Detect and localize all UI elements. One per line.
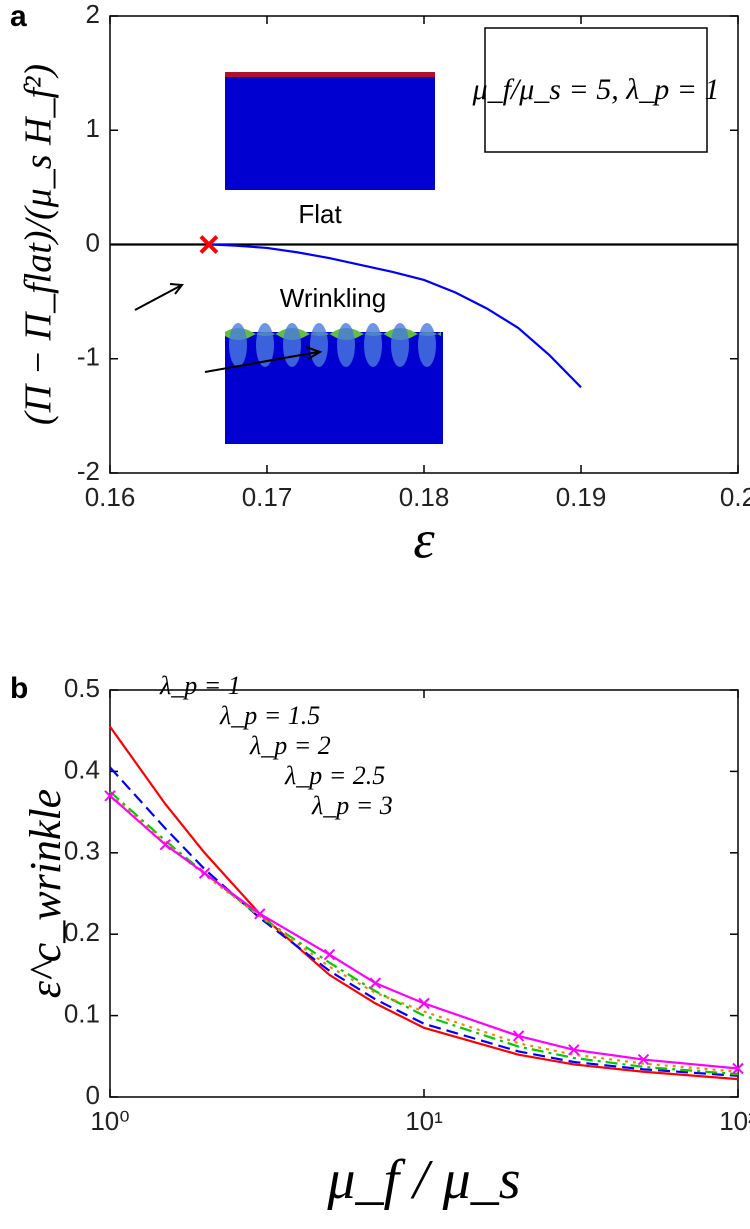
series-label: λ_p = 1 [159,671,241,700]
marker [159,838,172,851]
inset-flat-film [225,72,435,77]
y-tick-label: 0 [86,227,100,257]
x-axis-label: μ_f / μ_s [326,1149,520,1211]
x-tick-label: 0.18 [399,482,450,512]
y-axis-label: (Π − Π_flat)/(μ_s H_f²) [18,64,60,425]
marker [637,1053,650,1066]
marker [198,867,211,879]
inset-wrinkling-shading [229,323,436,367]
y-tick-label: 0 [86,1080,100,1110]
marker [254,908,266,920]
series-line [109,790,739,1076]
arrows [134,283,323,373]
y-tick-label: 0.3 [64,836,100,866]
x-tick-label: 0.19 [556,482,607,512]
series-line [109,725,739,1081]
inset-flat [225,76,435,190]
x-tick-label: 0.16 [85,482,136,512]
x-tick-label: 10⁰ [90,1106,129,1136]
y-tick-label: 0.1 [64,998,100,1028]
marker [104,790,116,802]
marker [512,1030,525,1042]
series-label: λ_p = 1.5 [219,701,320,730]
annotation: μ_f/μ_s = 5, λ_p = 1 [472,73,720,106]
x-tick-label: 10² [719,1106,750,1136]
y-tick-label: 2 [86,0,100,29]
annotation: Wrinkling [280,283,386,313]
y-tick-label: 0.5 [64,673,100,703]
marker [732,1062,744,1075]
annotation-box [484,27,708,153]
series-line [109,766,739,1077]
marker [199,235,219,254]
series-label: λ_p = 2 [249,731,331,760]
marker [568,1044,580,1056]
marker [418,997,430,1010]
x-axis-label: ε [413,509,435,569]
marker [369,977,382,989]
y-tick-label: -1 [77,342,100,372]
plot-frame [109,689,739,1098]
y-tick-label: 0.2 [64,917,100,947]
annotation: Flat [298,199,342,229]
y-axis-label: ε^c_wrinkle [21,789,70,998]
x-tick-label: 0.2 [720,482,750,512]
x-tick-label: 10¹ [405,1106,443,1136]
panel-label: b [10,672,28,705]
y-tick-label: 1 [86,113,100,143]
y-tick-label: 0.4 [64,754,100,784]
series-line [211,243,582,389]
x-tick-label: 0.17 [242,482,293,512]
series-label: λ_p = 3 [311,791,393,820]
panel-label: a [10,0,27,33]
series-line [109,793,739,1073]
y-tick-label: -2 [77,456,100,486]
series-label: λ_p = 2.5 [284,761,385,790]
inset-wrinkling-film [225,328,441,340]
marker [323,948,336,961]
